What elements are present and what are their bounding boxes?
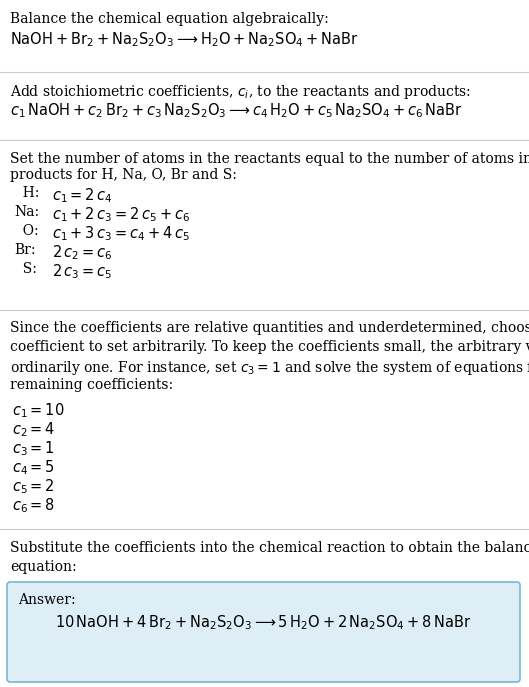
Text: Add stoichiometric coefficients, $c_i$, to the reactants and products:: Add stoichiometric coefficients, $c_i$, … bbox=[10, 83, 471, 101]
Text: Substitute the coefficients into the chemical reaction to obtain the balanced: Substitute the coefficients into the che… bbox=[10, 541, 529, 555]
Text: $\mathregular{NaOH + Br_2 + Na_2S_2O_3} \longrightarrow \mathregular{H_2O + Na_2: $\mathregular{NaOH + Br_2 + Na_2S_2O_3} … bbox=[10, 30, 359, 49]
Text: $2\,c_3 = c_5$: $2\,c_3 = c_5$ bbox=[52, 262, 112, 281]
Text: Since the coefficients are relative quantities and underdetermined, choose a: Since the coefficients are relative quan… bbox=[10, 321, 529, 335]
Text: $c_1 + 3\,c_3 = c_4 + 4\,c_5$: $c_1 + 3\,c_3 = c_4 + 4\,c_5$ bbox=[52, 224, 190, 243]
Text: Na:: Na: bbox=[14, 205, 39, 219]
Text: S:: S: bbox=[14, 262, 37, 276]
Text: $c_5 = 2$: $c_5 = 2$ bbox=[12, 477, 55, 496]
Text: H:: H: bbox=[14, 186, 39, 200]
Text: $c_1 = 10$: $c_1 = 10$ bbox=[12, 401, 65, 420]
Text: remaining coefficients:: remaining coefficients: bbox=[10, 378, 173, 392]
Text: products for H, Na, O, Br and S:: products for H, Na, O, Br and S: bbox=[10, 168, 237, 182]
Text: $c_1 + 2\,c_3 = 2\,c_5 + c_6$: $c_1 + 2\,c_3 = 2\,c_5 + c_6$ bbox=[52, 205, 190, 224]
Text: equation:: equation: bbox=[10, 560, 77, 574]
Text: coefficient to set arbitrarily. To keep the coefficients small, the arbitrary va: coefficient to set arbitrarily. To keep … bbox=[10, 340, 529, 354]
Text: ordinarily one. For instance, set $c_3 = 1$ and solve the system of equations fo: ordinarily one. For instance, set $c_3 =… bbox=[10, 359, 529, 377]
FancyBboxPatch shape bbox=[7, 582, 520, 682]
Text: $c_1\,\mathregular{NaOH} + c_2\,\mathregular{Br_2} + c_3\,\mathregular{Na_2S_2O_: $c_1\,\mathregular{NaOH} + c_2\,\mathreg… bbox=[10, 101, 463, 120]
Text: Balance the chemical equation algebraically:: Balance the chemical equation algebraica… bbox=[10, 12, 329, 26]
Text: Answer:: Answer: bbox=[18, 593, 76, 607]
Text: $c_4 = 5$: $c_4 = 5$ bbox=[12, 458, 55, 477]
Text: Set the number of atoms in the reactants equal to the number of atoms in the: Set the number of atoms in the reactants… bbox=[10, 152, 529, 166]
Text: O:: O: bbox=[14, 224, 39, 238]
Text: $10\,\mathregular{NaOH} + 4\,\mathregular{Br_2} + \mathregular{Na_2S_2O_3} \long: $10\,\mathregular{NaOH} + 4\,\mathregula… bbox=[55, 613, 472, 632]
Text: $c_2 = 4$: $c_2 = 4$ bbox=[12, 420, 56, 439]
Text: $c_3 = 1$: $c_3 = 1$ bbox=[12, 439, 55, 458]
Text: $2\,c_2 = c_6$: $2\,c_2 = c_6$ bbox=[52, 243, 113, 262]
Text: Br:: Br: bbox=[14, 243, 35, 257]
Text: $c_1 = 2\,c_4$: $c_1 = 2\,c_4$ bbox=[52, 186, 113, 205]
Text: $c_6 = 8$: $c_6 = 8$ bbox=[12, 496, 55, 515]
